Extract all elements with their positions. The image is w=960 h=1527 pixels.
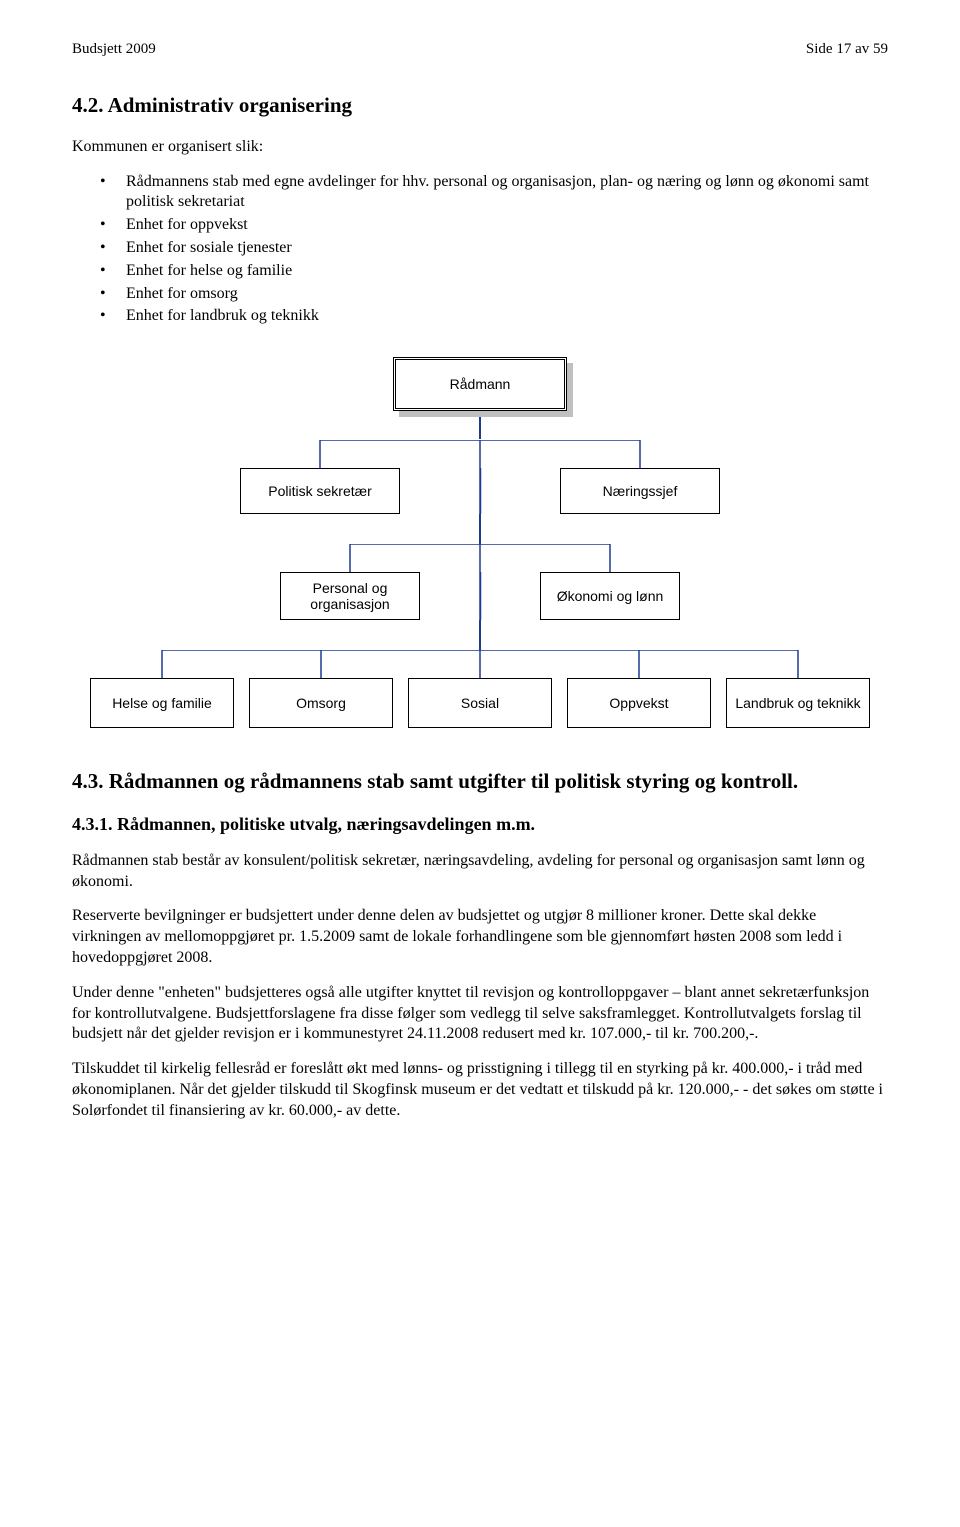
paragraph: Reserverte bevilgninger er budsjettert u… bbox=[72, 906, 888, 968]
node-radmann: Rådmann bbox=[393, 357, 567, 411]
org-level-4: Helse og familie Omsorg Sosial Oppvekst … bbox=[90, 678, 870, 728]
connector-row bbox=[90, 440, 870, 468]
connector bbox=[479, 468, 481, 514]
section-4-3-1-title: 4.3.1. Rådmannen, politiske utvalg, næri… bbox=[72, 813, 888, 836]
list-item: Enhet for oppvekst bbox=[100, 215, 888, 236]
connector bbox=[479, 572, 481, 620]
list-item: Enhet for omsorg bbox=[100, 284, 888, 305]
header-right: Side 17 av 59 bbox=[806, 40, 888, 60]
org-bullet-list: Rådmannens stab med egne avdelinger for … bbox=[100, 172, 888, 328]
connector-row bbox=[90, 544, 870, 572]
paragraph: Under denne "enheten" budsjetteres også … bbox=[72, 983, 888, 1045]
section-4-3-title: 4.3. Rådmannen og rådmannens stab samt u… bbox=[72, 768, 888, 795]
paragraph: Rådmannen stab består av konsulent/polit… bbox=[72, 851, 888, 893]
node-oppvekst: Oppvekst bbox=[567, 678, 711, 728]
org-chart: Rådmann Politisk sekretær Næringssjef Pe… bbox=[90, 357, 870, 728]
node-naeringssjef: Næringssjef bbox=[560, 468, 720, 514]
node-landbruk-teknikk: Landbruk og teknikk bbox=[726, 678, 870, 728]
org-level-2: Politisk sekretær Næringssjef bbox=[90, 468, 870, 514]
connector-row bbox=[90, 650, 870, 678]
org-root: Rådmann bbox=[393, 357, 567, 411]
node-personal-org: Personal og organisasjon bbox=[280, 572, 420, 620]
section-4-2-title: 4.2. Administrativ organisering bbox=[72, 92, 888, 119]
node-omsorg: Omsorg bbox=[249, 678, 393, 728]
header-left: Budsjett 2009 bbox=[72, 40, 156, 60]
node-sosial: Sosial bbox=[408, 678, 552, 728]
node-helse-familie: Helse og familie bbox=[90, 678, 234, 728]
connector bbox=[479, 514, 481, 544]
org-level-3: Personal og organisasjon Økonomi og lønn bbox=[90, 572, 870, 620]
list-item: Enhet for landbruk og teknikk bbox=[100, 306, 888, 327]
node-politisk-sekretaer: Politisk sekretær bbox=[240, 468, 400, 514]
connector bbox=[479, 620, 481, 650]
intro-text: Kommunen er organisert slik: bbox=[72, 137, 888, 158]
node-okonomi-lonn: Økonomi og lønn bbox=[540, 572, 680, 620]
paragraph: Tilskuddet til kirkelig fellesråd er for… bbox=[72, 1059, 888, 1121]
page-header: Budsjett 2009 Side 17 av 59 bbox=[72, 40, 888, 60]
list-item: Enhet for helse og familie bbox=[100, 261, 888, 282]
list-item: Rådmannens stab med egne avdelinger for … bbox=[100, 172, 888, 214]
list-item: Enhet for sosiale tjenester bbox=[100, 238, 888, 259]
